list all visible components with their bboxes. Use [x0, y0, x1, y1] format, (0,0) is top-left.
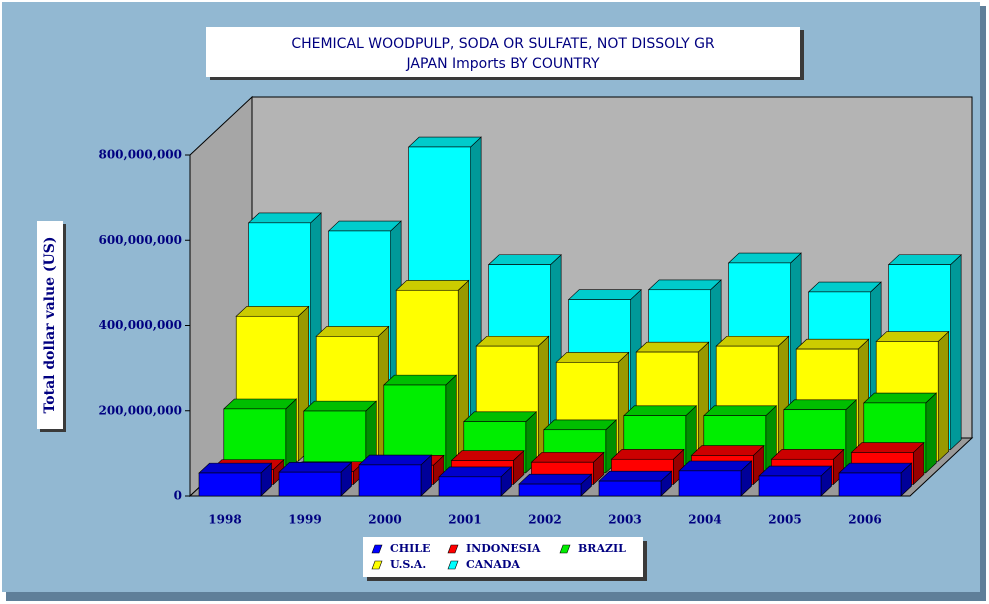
bar-top — [690, 445, 765, 456]
bar-top — [463, 411, 538, 422]
bar-top — [727, 252, 802, 264]
bar — [518, 483, 582, 497]
x-tick-label: 2002 — [528, 513, 561, 527]
bar-top — [395, 280, 470, 291]
y-axis-label: Total dollar value (US) — [42, 236, 58, 413]
bar-top — [850, 442, 925, 453]
legend-label: BRAZIL — [578, 542, 626, 555]
bar-top — [518, 473, 593, 485]
bar-top — [327, 220, 402, 232]
legend-label: CHILE — [390, 542, 430, 555]
bar-top — [475, 335, 550, 347]
bar-top — [647, 279, 722, 291]
bar-top — [758, 465, 833, 477]
bar-top — [223, 398, 298, 410]
legend-swatch — [371, 544, 383, 554]
bar-top — [795, 338, 870, 350]
bar — [438, 476, 502, 497]
legend-items: CHILE INDONESIA BRAZIL U.S.A. CANADA — [371, 542, 626, 571]
bar-top — [303, 400, 378, 412]
legend-label: CANADA — [466, 558, 520, 571]
bar-top — [543, 419, 618, 431]
bar-top — [383, 374, 458, 386]
bar-top — [487, 254, 562, 265]
legend-label: U.S.A. — [390, 558, 426, 571]
bar-top — [715, 335, 790, 347]
x-tick-label: 2006 — [848, 513, 881, 527]
bar-top — [198, 462, 273, 474]
bar-top — [703, 405, 778, 416]
legend-swatch — [559, 544, 571, 554]
legend-label: INDONESIA — [466, 542, 541, 555]
bar-top — [635, 341, 710, 353]
legend-swatch — [371, 560, 383, 570]
bar-top — [807, 281, 882, 293]
bar-top — [278, 461, 353, 473]
bar-top — [875, 331, 950, 342]
bar-top — [407, 136, 482, 148]
bar — [198, 472, 262, 497]
legend — [363, 537, 643, 577]
bar-top — [247, 212, 322, 224]
bar — [358, 464, 422, 497]
legend-swatch — [447, 560, 459, 570]
bar-top — [838, 462, 913, 474]
bar-top — [783, 399, 858, 411]
bar-side — [937, 330, 950, 462]
title-box — [206, 27, 800, 77]
y-tick-label: 600,000,000 — [98, 233, 182, 247]
bar-top — [555, 352, 630, 363]
bar-top — [678, 460, 753, 472]
chart-subtitle: JAPAN Imports BY COUNTRY — [405, 56, 599, 72]
x-tick-label: 2001 — [448, 513, 481, 527]
x-tick-label: 1999 — [288, 513, 321, 527]
y-tick-label: 0 — [174, 489, 182, 503]
y-label-box — [37, 221, 63, 429]
legend-swatch — [447, 544, 459, 554]
bar-top — [358, 454, 433, 466]
y-tick-label: 400,000,000 — [98, 318, 182, 332]
x-tick-label: 1998 — [208, 513, 241, 527]
bar-side — [285, 398, 297, 474]
bar — [278, 471, 342, 497]
bar-top — [567, 289, 642, 300]
x-tick-label: 2000 — [368, 513, 401, 527]
bar — [678, 470, 742, 497]
bar-top — [598, 470, 673, 482]
bar-top — [530, 452, 605, 463]
bar — [838, 472, 902, 497]
x-tick-label: 2005 — [768, 513, 801, 527]
bar-top — [610, 449, 685, 460]
bar-side — [950, 254, 962, 451]
bar-top — [770, 449, 845, 460]
chart-title: CHEMICAL WOODPULP, SODA OR SULFATE, NOT … — [291, 36, 715, 52]
x-tick-label: 2004 — [688, 513, 721, 527]
bar-side — [925, 392, 937, 474]
bar-top — [235, 306, 310, 317]
bar-top — [863, 392, 938, 404]
x-tick-label: 2003 — [608, 513, 641, 527]
y-tick-label: 800,000,000 — [98, 148, 182, 162]
y-tick-label: 200,000,000 — [98, 403, 182, 417]
bar-top — [887, 254, 962, 265]
bar-top — [623, 405, 698, 416]
plot-area — [185, 95, 974, 498]
bar — [598, 480, 662, 497]
bar-top — [315, 326, 390, 337]
bar-top — [450, 450, 525, 461]
bar — [758, 475, 822, 497]
bar-top — [438, 466, 513, 478]
